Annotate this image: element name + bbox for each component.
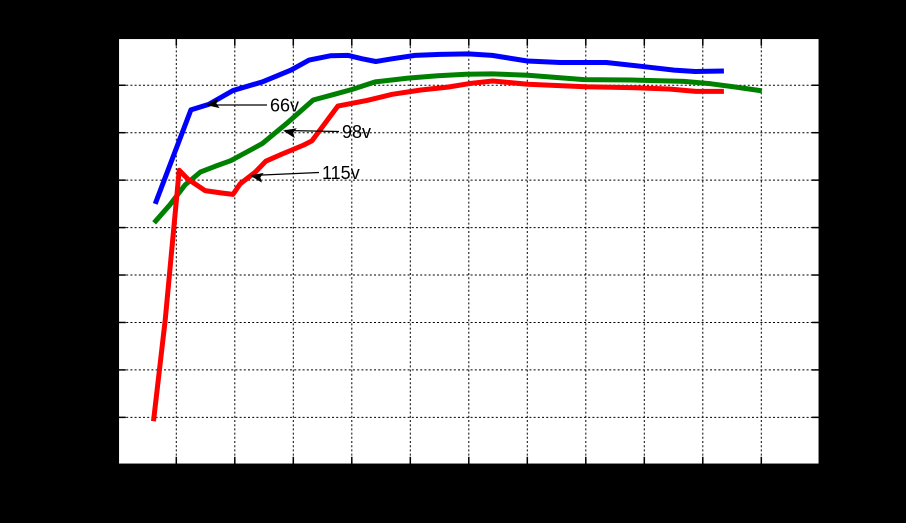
series-line-66v [152, 51, 724, 205]
annotation-label: 115v [322, 163, 360, 183]
annotation-arrow-line [251, 171, 320, 177]
annotation-115v: 115v [250, 163, 360, 183]
annotation-arrowhead-icon [206, 98, 220, 109]
annotation-66v: 66v [206, 96, 299, 116]
annotation-label: 66v [270, 96, 299, 116]
annotation-label: 98v [342, 122, 371, 142]
series-line-115v [151, 78, 724, 422]
axes-border [116, 36, 822, 467]
plot-area [117, 37, 820, 465]
annotation-98v: 98v [283, 122, 371, 142]
series-line-98v [152, 71, 763, 225]
annotation-arrowhead-icon [283, 128, 297, 139]
axis-ticks [117, 37, 820, 465]
annotation-arrowhead-icon [250, 172, 264, 183]
